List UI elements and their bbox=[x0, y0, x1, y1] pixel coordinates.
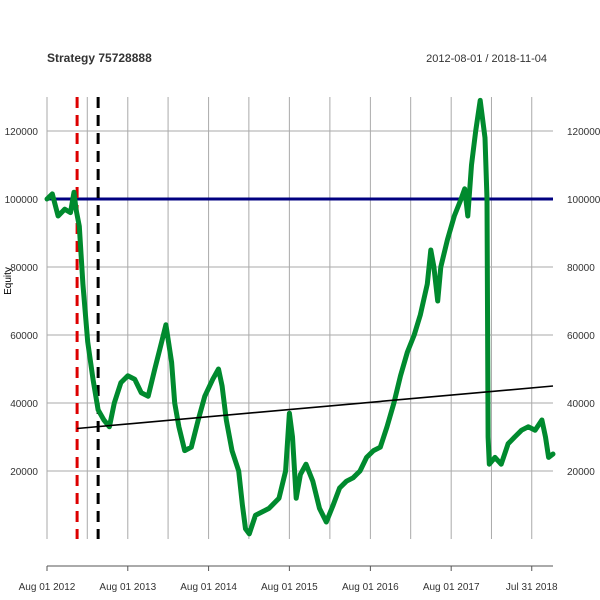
x-tick-label: Aug 01 2012 bbox=[19, 582, 76, 593]
y-tick-label-right: 60000 bbox=[567, 331, 595, 342]
x-tick-label: Jul 31 2018 bbox=[506, 582, 558, 593]
y-tick-label-left: 80000 bbox=[10, 263, 38, 274]
x-tick-label: Aug 01 2017 bbox=[423, 582, 480, 593]
x-tick-label: Aug 01 2014 bbox=[180, 582, 237, 593]
y-axis-label: Equity bbox=[3, 267, 14, 295]
y-tick-label-left: 100000 bbox=[5, 195, 39, 206]
y-tick-label-left: 60000 bbox=[10, 331, 38, 342]
x-tick-label: Aug 01 2015 bbox=[261, 582, 318, 593]
y-tick-label-left: 120000 bbox=[5, 127, 39, 138]
y-tick-label-right: 120000 bbox=[567, 127, 600, 138]
x-tick-label: Aug 01 2013 bbox=[99, 582, 156, 593]
x-tick-label: Aug 01 2016 bbox=[342, 582, 399, 593]
chart-title: Strategy 75728888 bbox=[47, 51, 152, 65]
axes: Aug 01 2012 Aug 01 2013 Aug 01 2014 Aug 01 … bbox=[5, 127, 600, 593]
series-group bbox=[44, 97, 556, 537]
y-tick-label-left: 40000 bbox=[10, 399, 38, 410]
trend-line bbox=[77, 385, 554, 430]
y-tick-label-right: 100000 bbox=[567, 195, 600, 206]
y-tick-label-left: 20000 bbox=[10, 467, 38, 478]
y-tick-label-right: 20000 bbox=[567, 467, 595, 478]
y-tick-label-right: 40000 bbox=[567, 399, 595, 410]
equity-line bbox=[44, 97, 556, 537]
y-tick-label-right: 80000 bbox=[567, 263, 595, 274]
date-range: 2012-08-01 / 2018-11-04 bbox=[426, 53, 547, 65]
